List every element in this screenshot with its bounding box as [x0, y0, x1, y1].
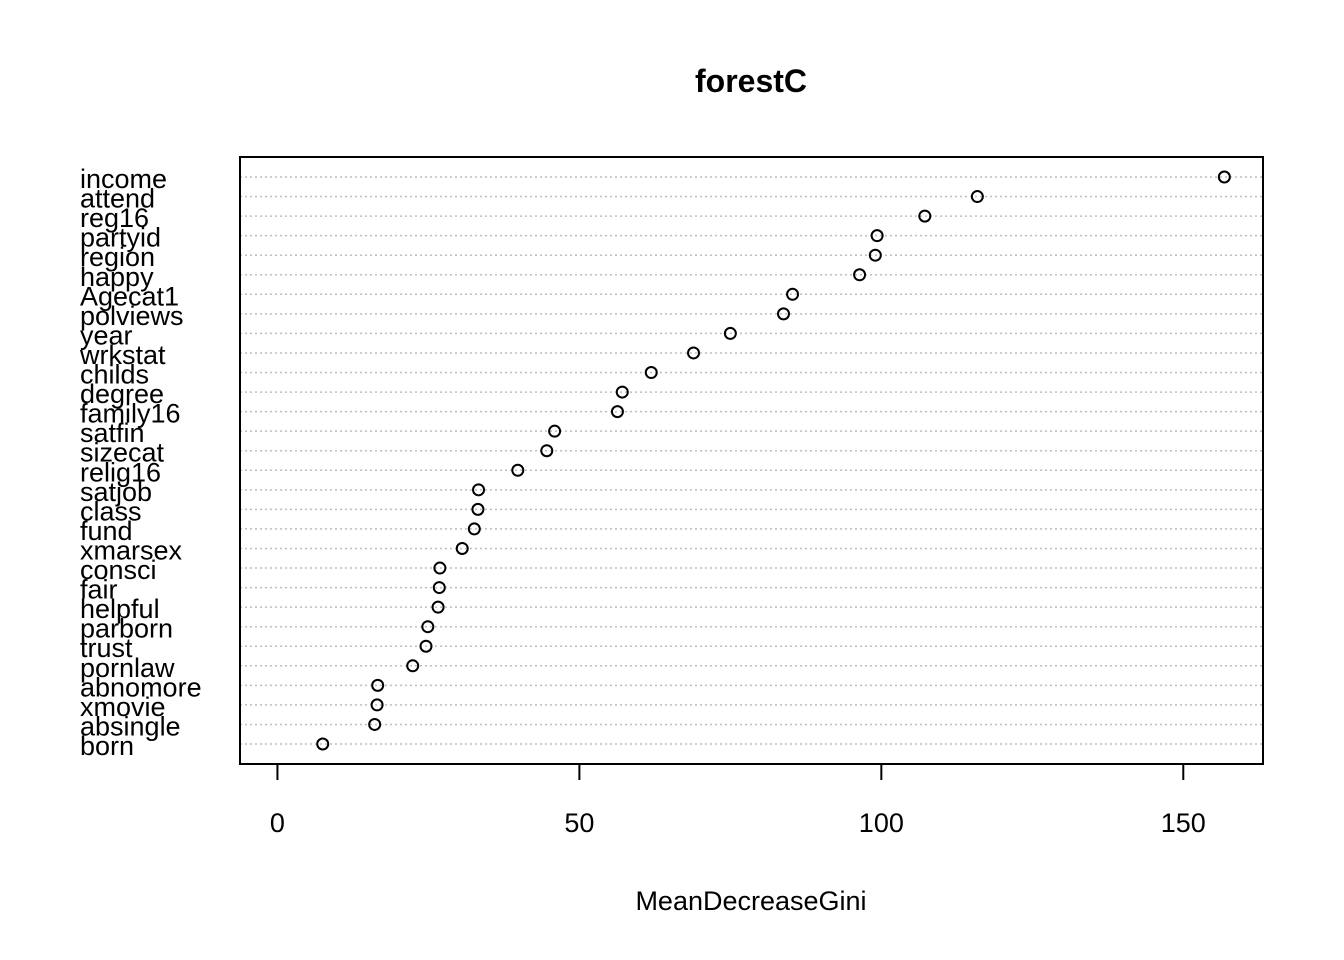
y-tick-label: helpful	[80, 594, 160, 624]
y-tick-label: class	[80, 496, 142, 526]
data-point	[455, 541, 469, 555]
data-point	[918, 209, 932, 223]
x-axis: 0 50 100 150	[270, 763, 1206, 838]
y-tick-label: parborn	[80, 614, 173, 644]
data-point	[1217, 170, 1231, 184]
y-tick-label: xmovie	[80, 692, 166, 722]
data-point	[777, 307, 791, 321]
y-tick-label: fair	[80, 575, 118, 605]
x-tick-label: 0	[270, 808, 285, 838]
data-point	[723, 326, 737, 340]
data-point	[540, 444, 554, 458]
data-point	[371, 678, 385, 692]
y-tick-label: year	[80, 320, 133, 350]
x-tick-label: 150	[1161, 808, 1206, 838]
y-tick-label: satjob	[80, 477, 152, 507]
y-tick-label: region	[80, 242, 155, 272]
y-tick-label: attend	[80, 184, 155, 214]
x-tick-label: 100	[859, 808, 904, 838]
y-tick-label: partyid	[80, 223, 161, 253]
y-tick-label: pornlaw	[80, 653, 175, 683]
y-tick-label: family16	[80, 399, 181, 429]
y-tick-label: childs	[80, 360, 149, 390]
data-point	[644, 366, 658, 380]
y-tick-label: wrkstat	[79, 340, 166, 370]
y-tick-label: xmarsex	[80, 535, 183, 565]
x-axis-label: MeanDecreaseGini	[635, 886, 866, 916]
data-point	[368, 717, 382, 731]
data-point	[419, 639, 433, 653]
y-tick-label: trust	[80, 633, 133, 663]
data-point	[316, 737, 330, 751]
data-point	[970, 190, 984, 204]
y-tick-label: polviews	[80, 301, 184, 331]
y-axis-labels: incomeattendreg16partyidregionhappyAgeca…	[79, 164, 202, 761]
data-point	[786, 287, 800, 301]
y-tick-label: Agecat1	[80, 281, 179, 311]
data-point	[687, 346, 701, 360]
data-point	[472, 483, 486, 497]
data-point	[870, 229, 884, 243]
data-point	[433, 561, 447, 575]
chart-title: forestC	[695, 63, 807, 99]
y-tick-label: degree	[80, 379, 164, 409]
data-point	[471, 502, 485, 516]
data-point	[868, 248, 882, 262]
data-point	[467, 522, 481, 536]
data-point	[615, 385, 629, 399]
data-point	[432, 581, 446, 595]
data-point	[511, 463, 525, 477]
x-tick-label: 50	[564, 808, 594, 838]
y-tick-label: relig16	[80, 457, 161, 487]
y-tick-label: fund	[80, 516, 133, 546]
data-point	[610, 405, 624, 419]
data-point	[548, 424, 562, 438]
grid-lines	[240, 176, 1263, 745]
y-tick-label: reg16	[80, 203, 149, 233]
data-point	[421, 620, 435, 634]
y-tick-label: satfin	[80, 418, 145, 448]
data-point	[431, 600, 445, 614]
y-tick-label: born	[80, 731, 134, 761]
y-tick-label: happy	[80, 262, 154, 292]
y-tick-label: sizecat	[80, 438, 165, 468]
data-point	[853, 268, 867, 282]
data-points	[316, 170, 1231, 751]
y-tick-label: absingle	[80, 711, 181, 741]
plot-frame	[239, 156, 1264, 765]
data-point	[370, 698, 384, 712]
y-tick-label: consci	[80, 555, 157, 585]
y-tick-label: abnomore	[80, 672, 202, 702]
y-tick-label: income	[80, 164, 167, 194]
data-point	[406, 659, 420, 673]
